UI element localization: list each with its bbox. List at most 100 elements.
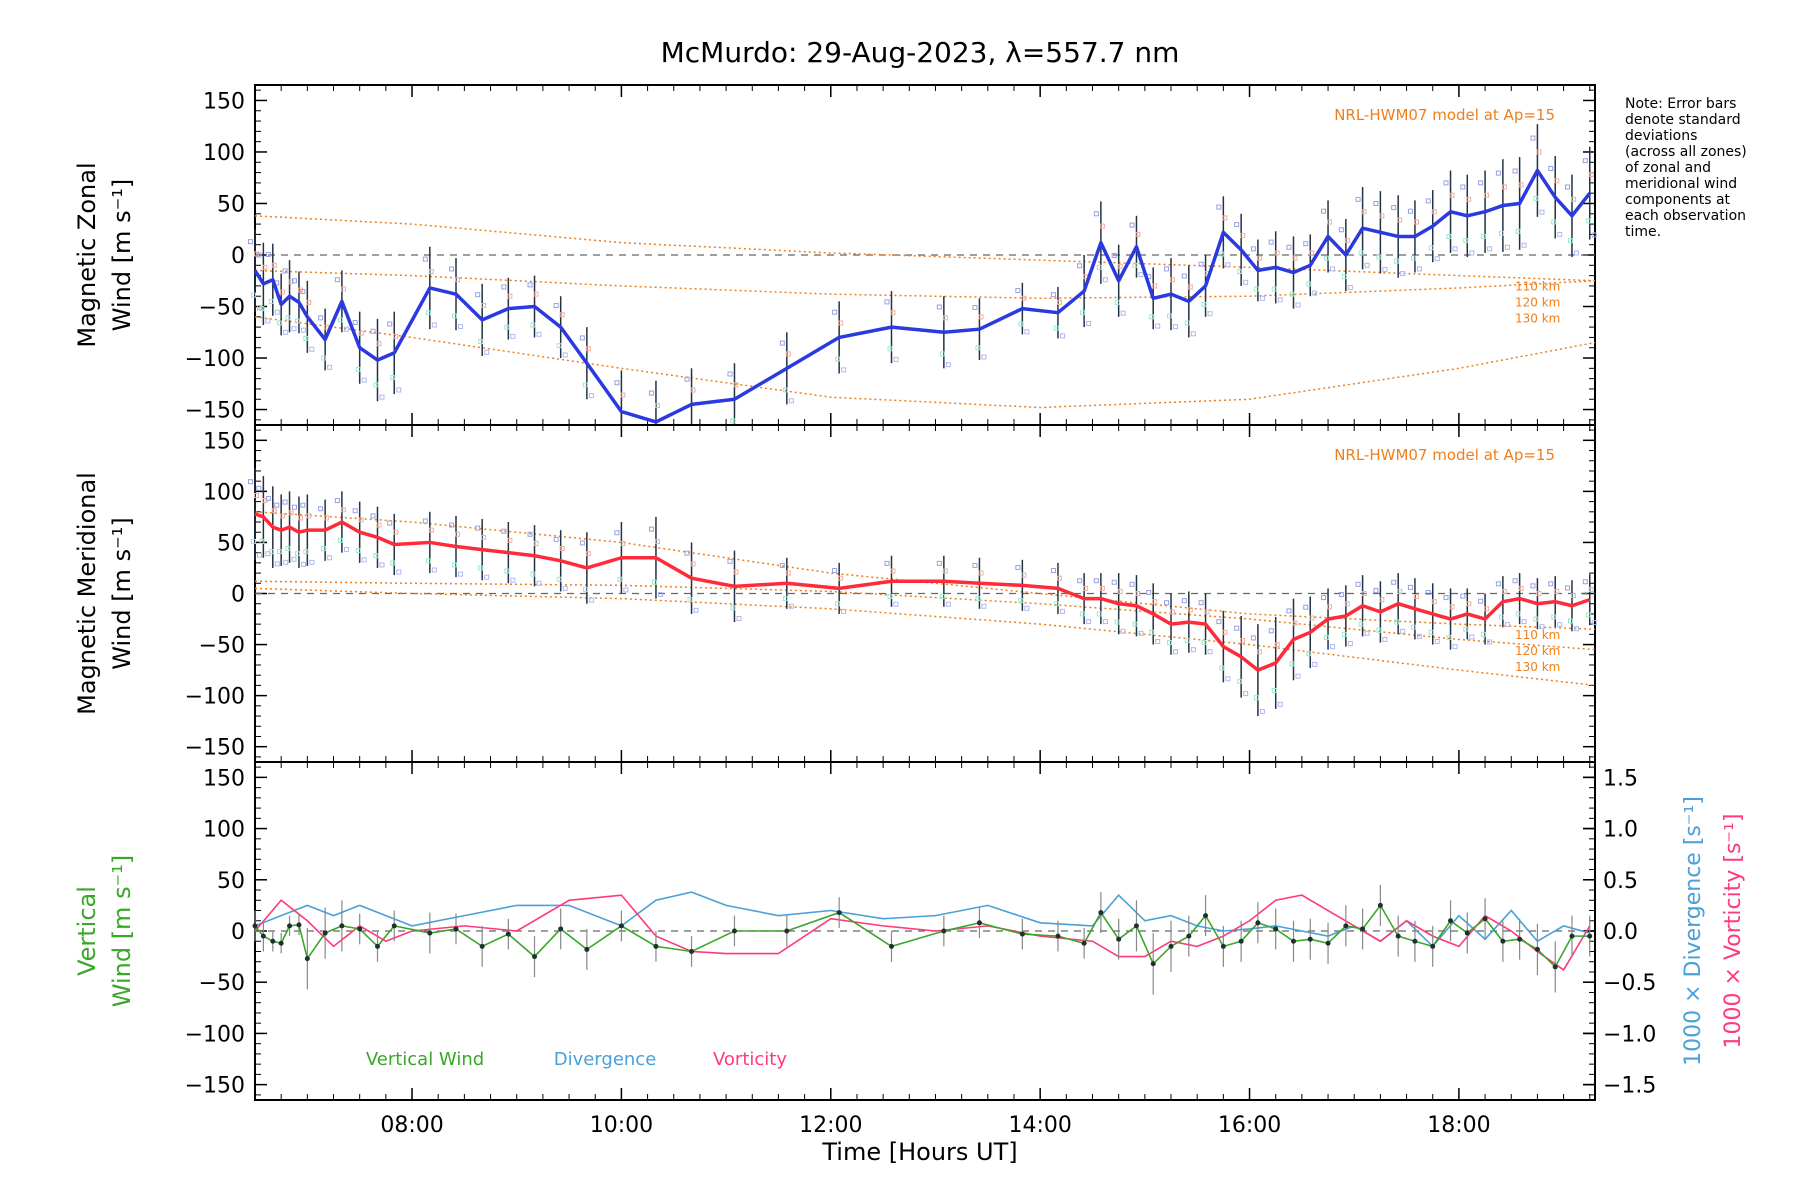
zone-sample [327,364,333,370]
zone-sample [939,351,945,357]
zone-sample [1533,616,1539,622]
zone-sample [1117,588,1123,594]
zone-sample [614,530,620,536]
zone-sample [265,251,271,257]
zone-sample [936,560,942,566]
zone-sample [1225,262,1231,268]
zone-sample [1504,244,1510,250]
zone-sample [1446,233,1452,239]
zone-sample [890,310,896,316]
vertical-wind-point [1203,913,1209,919]
zone-sample [617,576,623,582]
panel-1: 150 100 50 0 −50 −100 −150 Magnetic Zonal Wind [… [73,84,1597,426]
zone-sample [1155,323,1161,329]
vorticity-line [254,894,1591,972]
vertical-wind-point [252,923,258,929]
zone-sample [1253,695,1259,701]
divergence-line [254,891,1590,948]
zone-sample [1243,691,1249,697]
note-line: each observation [1625,208,1746,224]
zone-sample [507,293,513,299]
zone-sample [355,366,361,372]
zone-sample [1292,620,1298,626]
zone-sample [352,319,358,325]
zone-sample [393,529,399,535]
zone-sample [340,286,346,292]
zone-sample [334,498,340,504]
zonal-wind-line [253,168,1592,424]
zone-sample [556,576,562,582]
zone-sample [1306,281,1312,287]
zone-sample [282,499,288,505]
note-line: time. [1625,224,1661,240]
zone-sample [324,515,330,521]
zone-sample [390,560,396,566]
zone-sample [507,537,513,543]
zone-sample [1452,246,1458,252]
zone-sample [510,577,516,583]
zone-sample [251,292,256,298]
zone-sample [1132,262,1138,268]
zone-sample [1295,302,1301,308]
zone-sample [1289,661,1295,667]
zone-sample [1521,242,1527,248]
zone-sample [978,314,984,320]
zone-sample [425,558,431,564]
zone-sample [321,546,327,552]
zone-sample [294,551,300,557]
vertical-wind-point [322,930,328,936]
y-tick-label: −150 [185,399,245,424]
zone-sample [268,298,274,304]
zone-sample [1588,586,1594,592]
zone-sample [588,597,594,603]
zone-sample [1416,266,1422,272]
zone-sample [1259,295,1265,301]
zone-sample [291,504,297,510]
zone-sample [254,492,259,498]
zone-sample [1024,605,1030,611]
y-tick-label: −50 [199,634,245,659]
vertical-wind-point [278,940,284,946]
model-label: NRL-HWM07 model at Ap=15 [1334,106,1555,124]
zone-sample [1410,255,1416,261]
zone-sample [1083,585,1089,591]
zone-sample [588,393,594,399]
zone-sample [1495,581,1501,587]
zone-sample [1129,222,1135,228]
zone-sample [975,345,981,351]
zone-sample [396,569,402,575]
zone-sample [1557,231,1563,237]
zone-sample [1222,215,1228,221]
zone-sample [1397,217,1403,223]
vertical-wind-point [1291,938,1296,944]
zone-sample [481,302,487,308]
zone-sample [942,568,948,574]
zone-sample [1271,688,1277,694]
zone-sample [379,394,385,400]
zone-sample [1564,585,1570,591]
zone-sample [684,550,690,556]
zone-sample [1512,168,1518,174]
zone-sample [1573,250,1579,256]
legend-entry: Vorticity [713,1049,787,1070]
zone-sample [1309,250,1315,256]
zone-sample [259,538,265,544]
zone-sample [1428,245,1434,251]
zone-sample [251,538,256,544]
model-label: NRL-HWM07 model at Ap=15 [1334,446,1555,464]
altitude-label: 110 km [1515,628,1560,642]
zone-sample [1582,158,1588,164]
y-tick-label: 50 [217,531,245,556]
right-tick-label: −1.5 [1603,1074,1656,1099]
zone-sample [1504,622,1510,628]
zone-sample [361,557,367,563]
zone-sample [265,496,271,502]
zone-sample [972,305,978,311]
x-tick-label: 10:00 [590,1113,653,1138]
zone-sample [1152,599,1158,605]
right-tick-label: −0.5 [1603,971,1656,996]
right-axis-label-vorticity: 1000 × Vorticity [s⁻¹] [1721,814,1746,1049]
zone-sample [504,568,510,574]
zone-sample [1394,258,1400,264]
zone-sample [1053,601,1059,607]
